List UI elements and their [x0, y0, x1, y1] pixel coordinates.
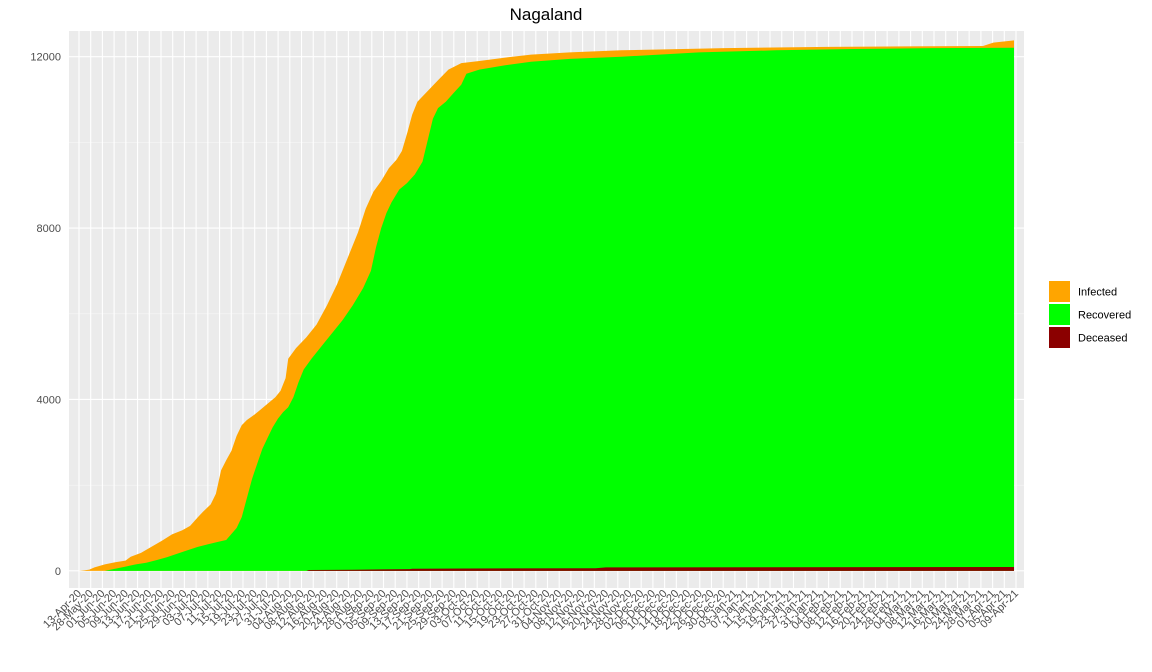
y-tick-label: 0: [55, 566, 61, 578]
y-tick-label: 4000: [37, 394, 61, 406]
legend-label-deceased: Deceased: [1078, 333, 1128, 345]
y-tick-label: 8000: [37, 223, 61, 235]
legend-key-deceased: [1049, 327, 1070, 348]
legend-key-infected: [1049, 281, 1070, 302]
legend-label-recovered: Recovered: [1078, 310, 1131, 322]
areas: [79, 40, 1014, 571]
y-axis: 0 4000 8000 12000: [30, 52, 61, 578]
legend-label-infected: Infected: [1078, 287, 1117, 299]
legend: Infected Recovered Deceased: [1049, 281, 1131, 348]
legend-key-recovered: [1049, 304, 1070, 325]
chart-title: Nagaland: [510, 5, 583, 24]
x-axis: 13-Apr-2028-May-2001-Jun-2005-Jun-2009-J…: [41, 588, 1021, 634]
y-tick-label: 12000: [30, 52, 61, 64]
area-recovered: [79, 47, 1014, 571]
area-deceased: [79, 567, 1014, 571]
